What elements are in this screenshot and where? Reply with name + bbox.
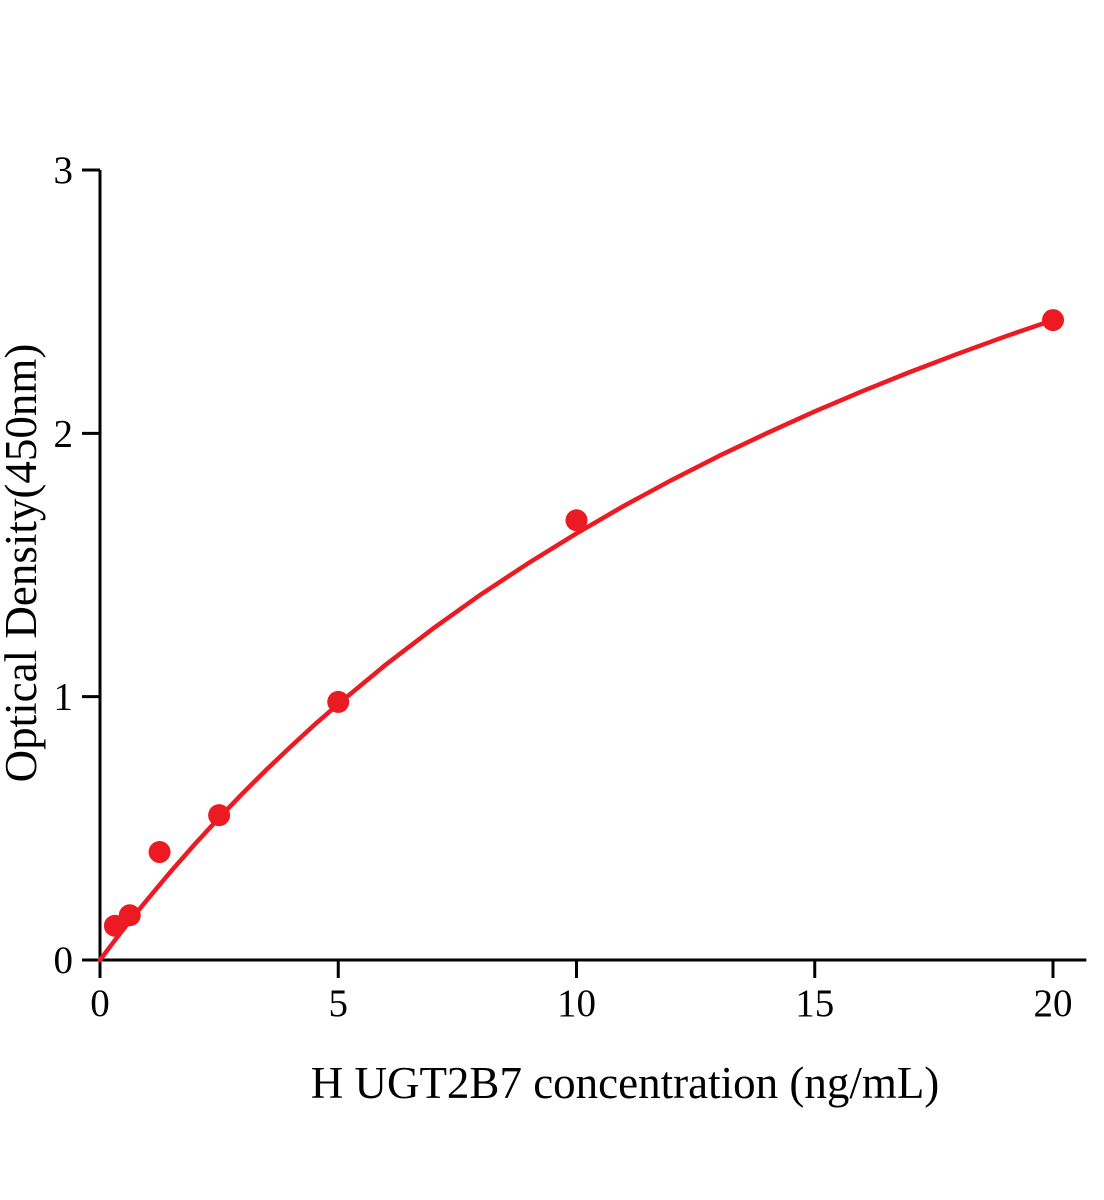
fit-curve-line — [97, 317, 1056, 963]
x-tick-label: 0 — [90, 982, 110, 1025]
y-axis-title: Optical Density(450nm) — [0, 344, 46, 783]
data-point — [327, 690, 350, 713]
data-point — [565, 509, 588, 532]
x-tick-label: 5 — [329, 982, 349, 1025]
x-axis-title: H UGT2B7 concentration (ng/mL) — [311, 1058, 940, 1108]
y-tick-label: 0 — [54, 939, 74, 982]
data-point — [148, 841, 171, 864]
x-tick-label: 15 — [795, 982, 834, 1025]
y-tick-label: 3 — [54, 149, 74, 192]
x-tick-label: 10 — [557, 982, 596, 1025]
data-point — [118, 904, 141, 927]
plot-area: 0 5 10 15 20 0 1 2 3 — [54, 149, 1087, 1025]
data-point — [1042, 309, 1064, 332]
data-point — [208, 804, 231, 827]
y-tick-label: 2 — [54, 412, 74, 455]
x-tick-label: 20 — [1034, 982, 1073, 1025]
y-tick-label: 1 — [54, 676, 74, 719]
